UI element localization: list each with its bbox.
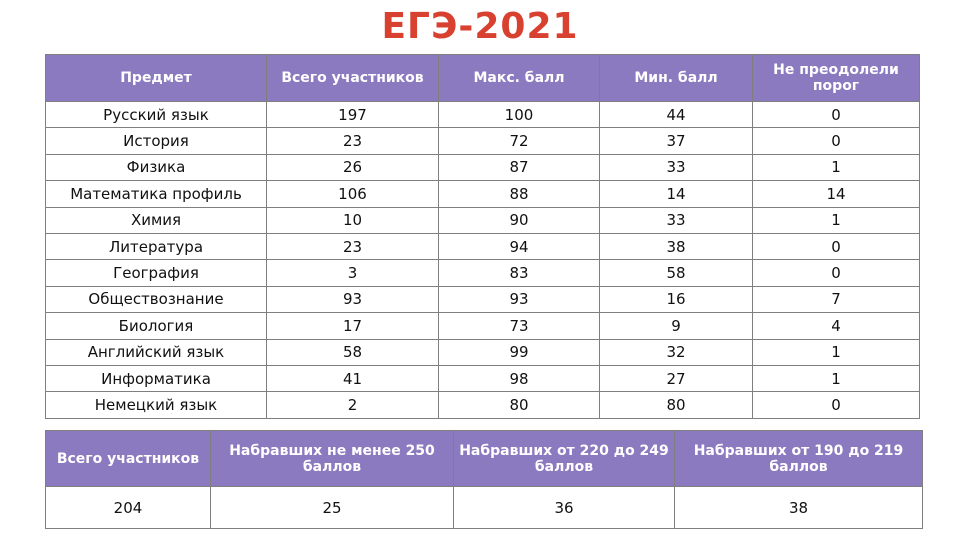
cell-total-participants: 58 <box>266 338 439 366</box>
table-row: Русский язык 197 100 44 0 <box>45 100 920 129</box>
summary-header-row: Всего участников Набравших не менее 250 … <box>45 430 923 487</box>
summary-total: 204 <box>45 486 211 529</box>
cell-total-participants: 3 <box>266 259 439 287</box>
cell-subject: Литература <box>45 232 267 261</box>
table-row: Английский язык 58 99 32 1 <box>45 338 920 366</box>
cell-max-score: 73 <box>438 312 600 340</box>
table-row: Литература 23 94 38 0 <box>45 232 920 261</box>
cell-max-score: 100 <box>438 100 600 129</box>
cell-below-threshold: 0 <box>752 391 920 419</box>
cell-max-score: 99 <box>438 338 600 366</box>
cell-subject: География <box>45 259 267 287</box>
table-row: Физика 26 87 33 1 <box>45 153 920 182</box>
cell-min-score: 27 <box>599 364 753 393</box>
cell-subject: Русский язык <box>45 100 267 129</box>
cell-min-score: 37 <box>599 127 753 155</box>
cell-subject: Немецкий язык <box>45 391 267 419</box>
table-row: Химия 10 90 33 1 <box>45 206 920 234</box>
cell-subject: Информатика <box>45 364 267 393</box>
cell-min-score: 16 <box>599 285 753 314</box>
cell-subject: Физика <box>45 153 267 182</box>
cell-below-threshold: 4 <box>752 312 920 340</box>
cell-below-threshold: 7 <box>752 285 920 314</box>
cell-total-participants: 26 <box>266 153 439 182</box>
table-row: Немецкий язык 2 80 80 0 <box>45 391 920 419</box>
cell-subject: Английский язык <box>45 338 267 366</box>
cell-below-threshold: 14 <box>752 180 920 208</box>
cell-below-threshold: 0 <box>752 259 920 287</box>
cell-max-score: 94 <box>438 232 600 261</box>
cell-subject: Обществознание <box>45 285 267 314</box>
cell-min-score: 58 <box>599 259 753 287</box>
header-max-score: Макс. балл <box>438 54 600 102</box>
cell-max-score: 87 <box>438 153 600 182</box>
cell-subject: Химия <box>45 206 267 234</box>
cell-subject: Биология <box>45 312 267 340</box>
cell-below-threshold: 0 <box>752 127 920 155</box>
header-below-threshold: Не преодолели порог <box>752 54 920 102</box>
cell-total-participants: 106 <box>266 180 439 208</box>
table-row: Информатика 41 98 27 1 <box>45 364 920 393</box>
summary-header-220-249: Набравших от 220 до 249 баллов <box>453 430 675 487</box>
cell-min-score: 14 <box>599 180 753 208</box>
header-total-participants: Всего участников <box>266 54 439 102</box>
header-subject: Предмет <box>45 54 267 102</box>
cell-total-participants: 93 <box>266 285 439 314</box>
cell-total-participants: 197 <box>266 100 439 129</box>
summary-row: 204 25 36 38 <box>45 486 923 529</box>
summary-220-249: 36 <box>453 486 675 529</box>
cell-total-participants: 41 <box>266 364 439 393</box>
table-row: География 3 83 58 0 <box>45 259 920 287</box>
cell-below-threshold: 1 <box>752 153 920 182</box>
cell-min-score: 44 <box>599 100 753 129</box>
cell-min-score: 33 <box>599 206 753 234</box>
cell-max-score: 80 <box>438 391 600 419</box>
cell-min-score: 80 <box>599 391 753 419</box>
cell-below-threshold: 0 <box>752 232 920 261</box>
cell-min-score: 32 <box>599 338 753 366</box>
summary-250-plus: 25 <box>210 486 454 529</box>
table-header-row: Предмет Всего участников Макс. балл Мин.… <box>45 54 920 102</box>
cell-total-participants: 17 <box>266 312 439 340</box>
summary-header-total: Всего участников <box>45 430 211 487</box>
table-row: История 23 72 37 0 <box>45 127 920 155</box>
cell-max-score: 93 <box>438 285 600 314</box>
cell-total-participants: 2 <box>266 391 439 419</box>
cell-total-participants: 23 <box>266 127 439 155</box>
cell-max-score: 98 <box>438 364 600 393</box>
cell-max-score: 88 <box>438 180 600 208</box>
cell-below-threshold: 1 <box>752 364 920 393</box>
cell-max-score: 83 <box>438 259 600 287</box>
cell-max-score: 72 <box>438 127 600 155</box>
header-min-score: Мин. балл <box>599 54 753 102</box>
cell-max-score: 90 <box>438 206 600 234</box>
cell-min-score: 9 <box>599 312 753 340</box>
summary-header-250-plus: Набравших не менее 250 баллов <box>210 430 454 487</box>
summary-header-190-219: Набравших от 190 до 219 баллов <box>674 430 923 487</box>
page-title: ЕГЭ-2021 <box>381 6 579 47</box>
cell-subject: Математика профиль <box>45 180 267 208</box>
cell-subject: История <box>45 127 267 155</box>
cell-below-threshold: 1 <box>752 206 920 234</box>
cell-min-score: 33 <box>599 153 753 182</box>
cell-total-participants: 23 <box>266 232 439 261</box>
cell-total-participants: 10 <box>266 206 439 234</box>
table-row: Математика профиль 106 88 14 14 <box>45 180 920 208</box>
table-row: Биология 17 73 9 4 <box>45 312 920 340</box>
cell-below-threshold: 1 <box>752 338 920 366</box>
cell-min-score: 38 <box>599 232 753 261</box>
results-table: Предмет Всего участников Макс. балл Мин.… <box>45 54 920 419</box>
summary-table: Всего участников Набравших не менее 250 … <box>45 430 923 529</box>
summary-190-219: 38 <box>674 486 923 529</box>
cell-below-threshold: 0 <box>752 100 920 129</box>
table-row: Обществознание 93 93 16 7 <box>45 285 920 314</box>
